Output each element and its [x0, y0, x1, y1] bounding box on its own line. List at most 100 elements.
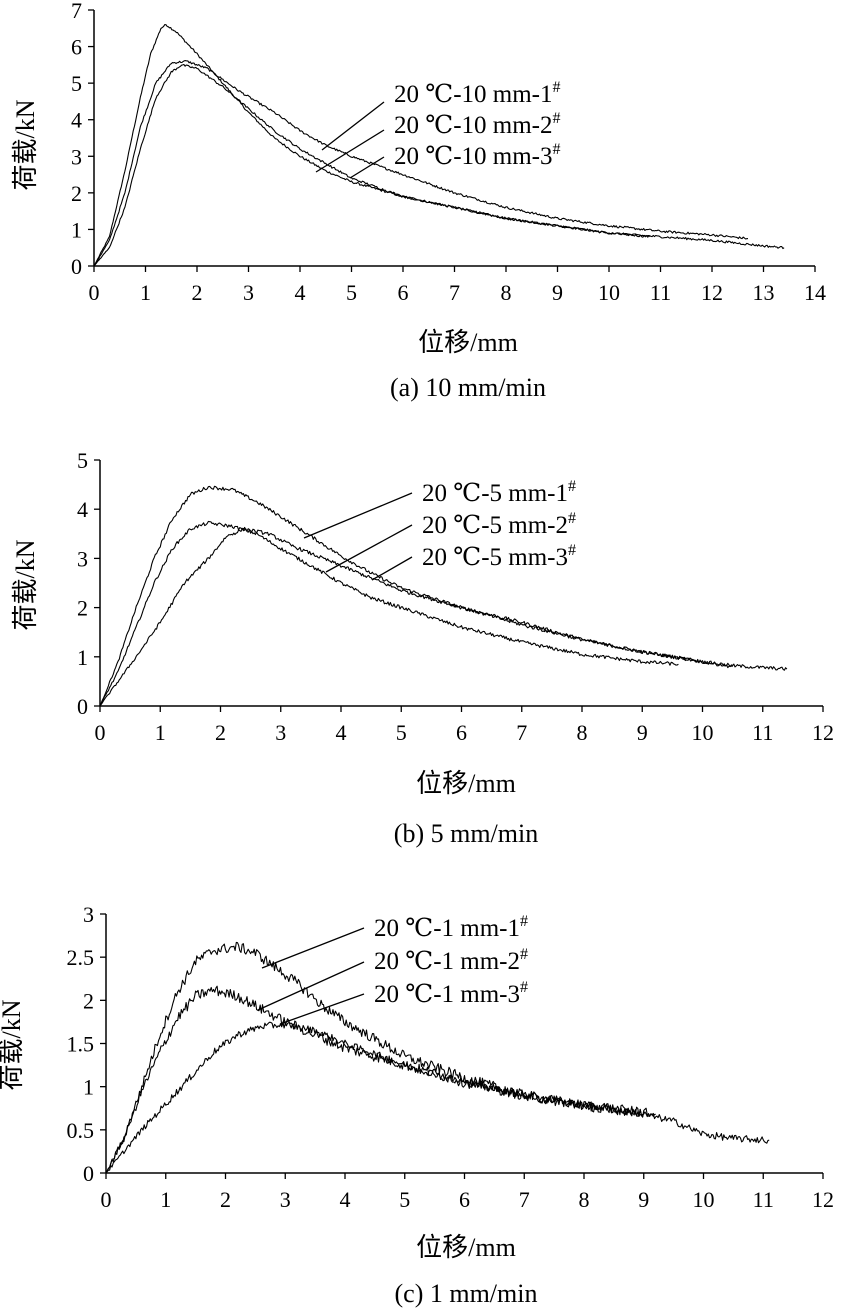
x-tick-label: 8: [501, 280, 512, 305]
x-tick-label: 8: [579, 1187, 590, 1212]
x-tick-label: 0: [101, 1187, 112, 1212]
legend-label: 20 ℃-1 mm-2#: [374, 946, 528, 975]
legend-superscript: #: [568, 478, 576, 495]
series-line-1: [105, 941, 645, 1174]
legend-superscript: #: [553, 110, 561, 127]
y-tick-label: 0.5: [67, 1118, 95, 1143]
legend-superscript: #: [553, 141, 561, 158]
legend-superscript: #: [553, 79, 561, 96]
x-tick-label: 4: [295, 280, 306, 305]
legend-leader-line: [279, 993, 365, 1025]
x-tick-label: 1: [155, 720, 166, 745]
x-tick-label: 9: [637, 720, 648, 745]
legend-leader-line: [325, 524, 413, 573]
x-tick-label: 12: [812, 720, 834, 745]
x-axis-title: 位移/mm: [418, 328, 518, 357]
y-tick-label: 2: [83, 988, 94, 1013]
x-tick-label: 2: [220, 1187, 231, 1212]
series-line-1: [93, 24, 651, 267]
x-tick-label: 3: [243, 280, 254, 305]
series-line-3: [105, 1021, 770, 1174]
y-tick-label: 2: [77, 596, 88, 621]
x-tick-label: 3: [280, 1187, 291, 1212]
x-tick-label: 13: [753, 280, 775, 305]
y-tick-label: 3: [77, 546, 88, 571]
legend-leader-line: [349, 156, 385, 179]
x-tick-label: 6: [459, 1187, 470, 1212]
x-axis-title: 位移/mm: [416, 1233, 516, 1262]
figure-caption: (c) 1 mm/min: [395, 1279, 538, 1308]
x-tick-label: 7: [449, 280, 460, 305]
legend-label: 20 ℃-5 mm-2#: [422, 510, 576, 539]
series-line-2: [93, 60, 749, 267]
y-tick-label: 4: [77, 497, 88, 522]
y-tick-label: 4: [71, 108, 82, 133]
y-tick-label: 3: [83, 902, 94, 927]
x-tick-label: 1: [160, 1187, 171, 1212]
x-tick-label: 2: [215, 720, 226, 745]
x-tick-label: 7: [519, 1187, 530, 1212]
y-tick-label: 6: [71, 35, 82, 60]
series-line-2: [99, 520, 679, 707]
legend-leader-line: [257, 961, 365, 1011]
x-tick-label: 0: [89, 280, 100, 305]
x-tick-label: 4: [336, 720, 347, 745]
series-line-3: [93, 63, 785, 267]
series-line-3: [99, 526, 788, 707]
legend-label: 20 ℃-10 mm-3#: [394, 141, 561, 170]
legend-superscript: #: [520, 946, 528, 963]
x-tick-label: 5: [399, 1187, 410, 1212]
figure-caption: (a) 10 mm/min: [390, 373, 546, 402]
y-tick-label: 0: [83, 1161, 94, 1186]
legend-superscript: #: [520, 913, 528, 930]
x-tick-label: 3: [275, 720, 286, 745]
legend-leader-line: [371, 556, 413, 581]
x-tick-label: 10: [598, 280, 620, 305]
series-line-1: [99, 485, 733, 707]
legend-superscript: #: [568, 510, 576, 527]
x-tick-label: 8: [577, 720, 588, 745]
x-tick-label: 0: [95, 720, 106, 745]
figure-caption: (b) 5 mm/min: [394, 819, 538, 848]
y-tick-label: 1: [77, 645, 88, 670]
legend-label: 20 ℃-1 mm-3#: [374, 979, 528, 1008]
x-tick-label: 6: [456, 720, 467, 745]
y-tick-label: 5: [71, 71, 82, 96]
y-axis-title: 荷载/kN: [0, 999, 26, 1090]
legend-leader-line: [315, 129, 385, 173]
x-axis-title: 位移/mm: [416, 769, 516, 798]
y-tick-label: 7: [71, 0, 82, 23]
y-tick-label: 2.5: [67, 945, 95, 970]
legend-label: 20 ℃-5 mm-1#: [422, 478, 576, 507]
legend-label: 20 ℃-5 mm-3#: [422, 542, 576, 571]
y-tick-label: 3: [71, 144, 82, 169]
legend-label: 20 ℃-10 mm-1#: [394, 79, 561, 108]
x-tick-label: 12: [812, 1187, 834, 1212]
x-tick-label: 9: [638, 1187, 649, 1212]
legend-leader-line: [261, 927, 365, 969]
y-tick-label: 0: [71, 254, 82, 279]
y-tick-label: 2: [71, 181, 82, 206]
x-tick-label: 1: [140, 280, 151, 305]
legend-label: 20 ℃-1 mm-1#: [374, 913, 528, 942]
x-tick-label: 5: [396, 720, 407, 745]
y-axis-title: 荷载/kN: [11, 99, 40, 190]
y-tick-label: 1: [83, 1075, 94, 1100]
y-tick-label: 1: [71, 217, 82, 242]
legend-leader-line: [321, 101, 385, 151]
legend-label: 20 ℃-10 mm-2#: [394, 110, 561, 139]
y-tick-label: 0: [77, 694, 88, 719]
legend-leader-line: [303, 492, 413, 539]
x-tick-label: 7: [516, 720, 527, 745]
x-tick-label: 11: [752, 720, 773, 745]
x-tick-label: 11: [753, 1187, 774, 1212]
x-tick-label: 5: [346, 280, 357, 305]
x-tick-label: 9: [552, 280, 563, 305]
legend-superscript: #: [568, 542, 576, 559]
y-tick-label: 5: [77, 448, 88, 473]
x-tick-label: 10: [693, 1187, 715, 1212]
